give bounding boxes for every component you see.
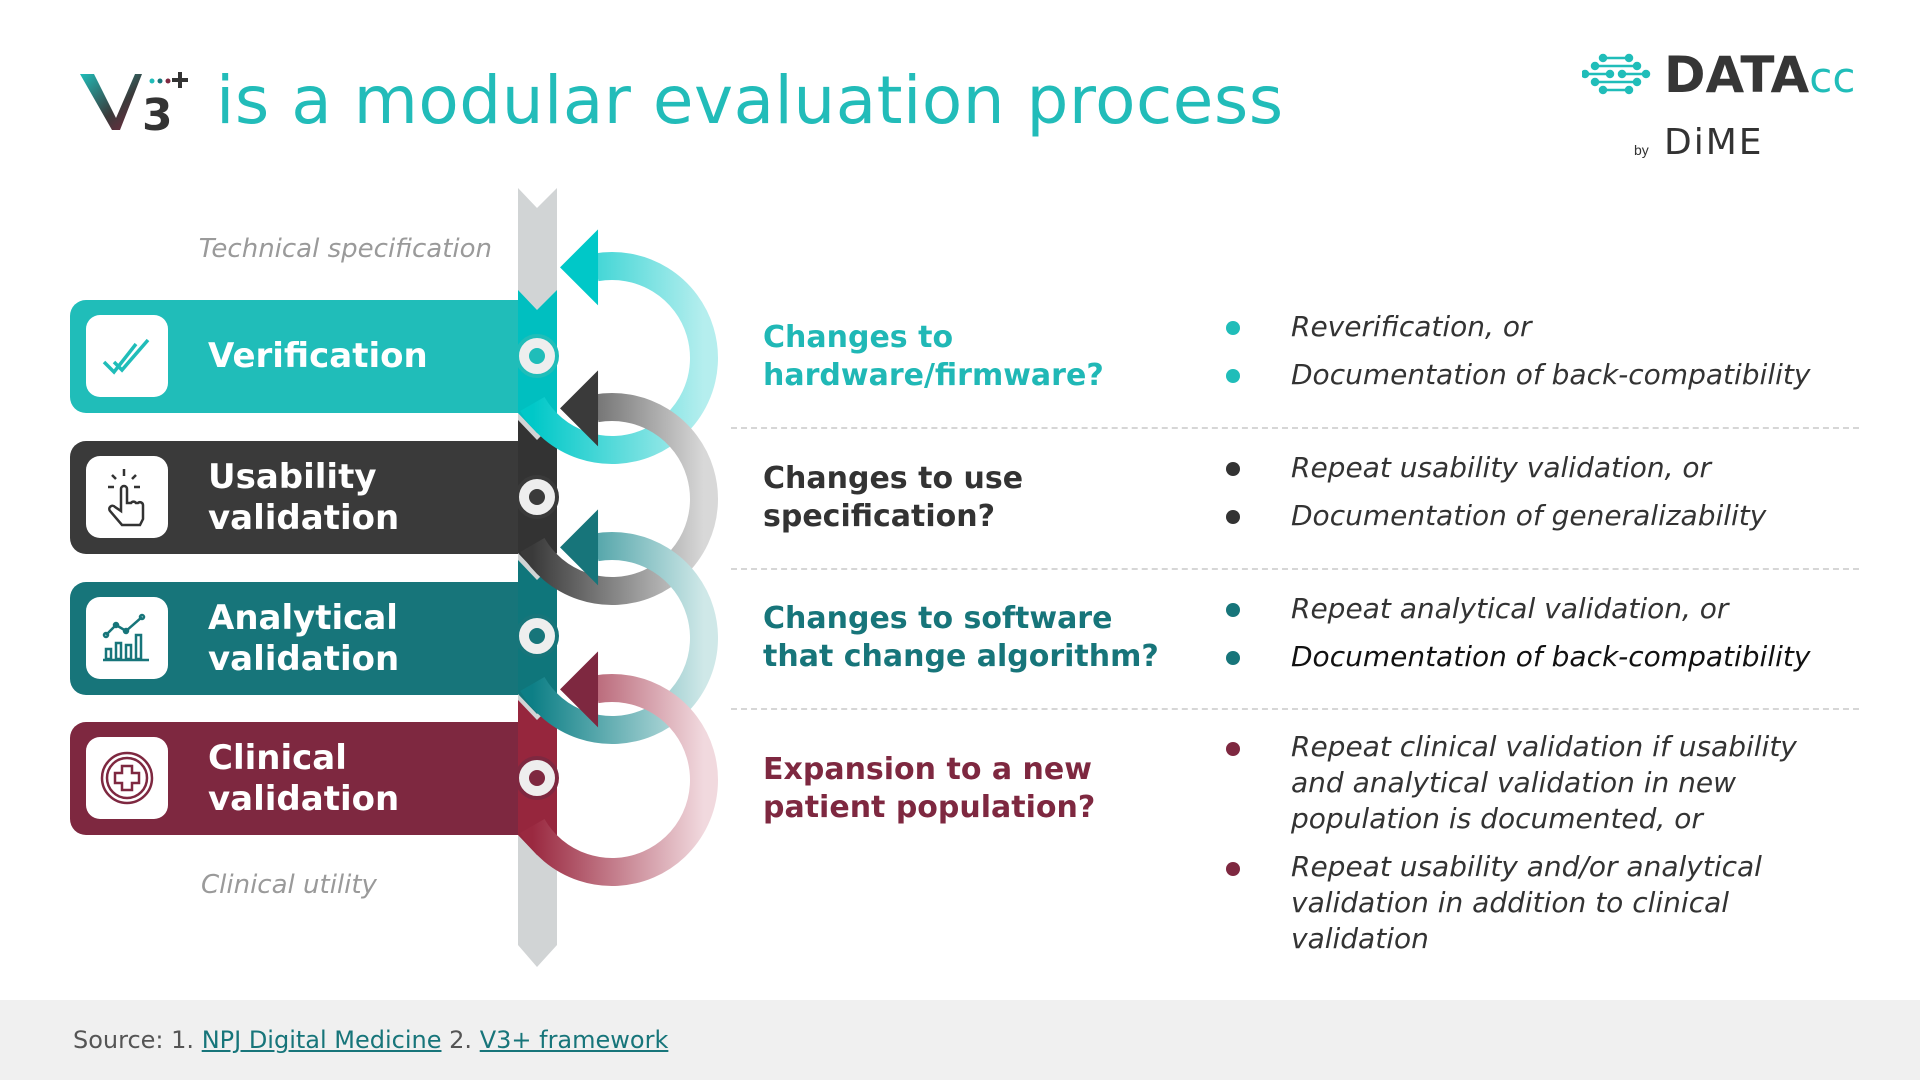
process-track: [515, 188, 718, 967]
bullet-text: Repeat clinical validation if usability …: [1291, 730, 1797, 835]
arrowhead-icon: [560, 370, 599, 447]
loop-arrow: [520, 252, 718, 464]
datacc-logo: DATAcc by DiME: [1580, 46, 1892, 170]
loop-arrow: [520, 393, 718, 605]
bullet-dot: [1226, 321, 1240, 335]
source-line: Source: 1. NPJ Digital Medicine 2. V3+ f…: [73, 1026, 668, 1054]
step-usability: Usability validation: [70, 441, 530, 554]
circuit-lines-icon: [1580, 53, 1651, 95]
bullet-dot: [1226, 862, 1240, 876]
dime-logo: DiME: [1664, 122, 1764, 163]
brand-by: by: [1634, 142, 1649, 158]
bullet-dot: [1226, 369, 1240, 383]
page-title: is a modular evaluation process: [216, 62, 1284, 139]
arrowhead-icon: [560, 229, 599, 306]
bullet-dot: [1226, 742, 1240, 756]
step-node-center: [529, 348, 545, 364]
arrowhead-icon: [560, 509, 599, 586]
brand-logo-text: DATAcc: [1664, 46, 1855, 104]
bullet-dot: [1226, 510, 1240, 524]
source-sep: 2.: [449, 1026, 473, 1054]
footer: Source: 1. NPJ Digital Medicine 2. V3+ f…: [0, 1000, 1920, 1080]
step-label: Usability validation: [208, 456, 400, 538]
double-check-icon: [86, 315, 168, 397]
question-use-spec: Changes to use specification?: [763, 461, 1024, 534]
bullet-dot: [1226, 462, 1240, 476]
bar-chart-icon: [86, 597, 168, 679]
loop-arrow: [520, 532, 718, 744]
step-node-center: [529, 489, 545, 505]
bullet-text: Repeat analytical validation, or: [1291, 592, 1729, 625]
step-verification: Verification: [70, 300, 530, 413]
bullet-text: Documentation of generalizability: [1291, 499, 1767, 532]
step-node-center: [529, 770, 545, 786]
question-population: Expansion to a new patient population?: [763, 752, 1096, 825]
bullet-text: Repeat usability validation, or: [1291, 451, 1712, 484]
step-node-center: [529, 628, 545, 644]
axis-top-label: Technical specification: [198, 234, 492, 264]
bullet-dot: [1226, 603, 1240, 617]
bullet-text: Documentation of back-compatibility: [1291, 358, 1811, 391]
svg-text:3: 3: [142, 90, 173, 132]
question-hardware: Changes to hardware/firmware?: [763, 320, 1104, 393]
step-analytical: Analytical validation: [70, 582, 530, 695]
brand-logo-text-main: DATA: [1664, 46, 1810, 104]
divider: [731, 568, 1859, 570]
step-label: Analytical validation: [208, 597, 400, 679]
v3-logo: 3: [80, 70, 200, 141]
bullet-text: Reverification, or: [1291, 310, 1532, 343]
loop-arrow: [520, 674, 718, 886]
link-npj-digital-medicine[interactable]: NPJ Digital Medicine: [201, 1026, 442, 1054]
bullet-dot: [1226, 651, 1240, 665]
hand-tap-icon: [86, 456, 168, 538]
question-software: Changes to software that change algorith…: [763, 601, 1159, 674]
brand-logo-text-accent: cc: [1809, 53, 1856, 102]
step-label: Verification: [208, 336, 428, 376]
medical-cross-icon: [86, 737, 168, 819]
step-clinical: Clinical validation: [70, 722, 530, 835]
source-prefix: Source: 1.: [73, 1026, 195, 1054]
step-label: Clinical validation: [208, 737, 400, 819]
axis-bottom-label: Clinical utility: [201, 870, 377, 900]
arrowhead-icon: [560, 651, 599, 728]
divider: [731, 708, 1859, 710]
bullet-text: Repeat usability and/or analytical valid…: [1291, 850, 1762, 955]
link-v3-framework[interactable]: V3+ framework: [479, 1026, 669, 1054]
divider: [731, 427, 1859, 429]
bullet-text: Documentation of back-compatibility: [1291, 640, 1811, 673]
